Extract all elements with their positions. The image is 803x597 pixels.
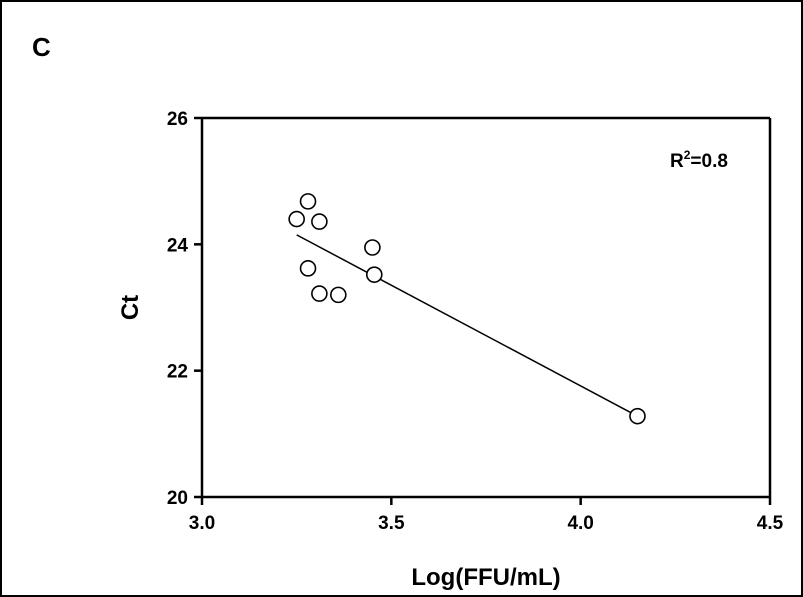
regression-line [296, 234, 638, 417]
r-squared-annotation: R2=0.8 [670, 148, 728, 172]
data-point [311, 213, 328, 230]
x-tick-label: 3.0 [189, 513, 215, 534]
data-points [288, 193, 646, 425]
y-tick-label: 26 [167, 109, 188, 130]
data-point [629, 407, 646, 425]
r-squared-superscript: 2 [684, 148, 691, 162]
axes [200, 116, 772, 499]
x-tick-label: 4.0 [567, 513, 593, 534]
data-point [299, 193, 317, 210]
ticks: 3.0 3.5 4.0 4.5 20 22 24 26 [167, 109, 784, 534]
data-point [365, 266, 383, 283]
y-axis-label: Ct [117, 295, 144, 320]
data-point [288, 210, 305, 228]
x-axis-label: Log(FFU/mL) [411, 564, 560, 591]
data-point [364, 239, 381, 256]
r-squared-value: =0.8 [690, 151, 728, 172]
y-tick-label: 20 [167, 488, 188, 509]
y-tick-label: 22 [167, 362, 188, 383]
data-point [299, 260, 317, 277]
x-tick-label: 4.5 [757, 513, 784, 534]
data-point [330, 286, 347, 304]
data-point [311, 285, 328, 302]
regression-line-group [296, 234, 638, 417]
x-tick-label: 3.5 [378, 513, 405, 534]
y-tick-label: 24 [167, 235, 189, 256]
panel-label: C [32, 32, 51, 62]
r-squared-base: R [670, 151, 684, 172]
